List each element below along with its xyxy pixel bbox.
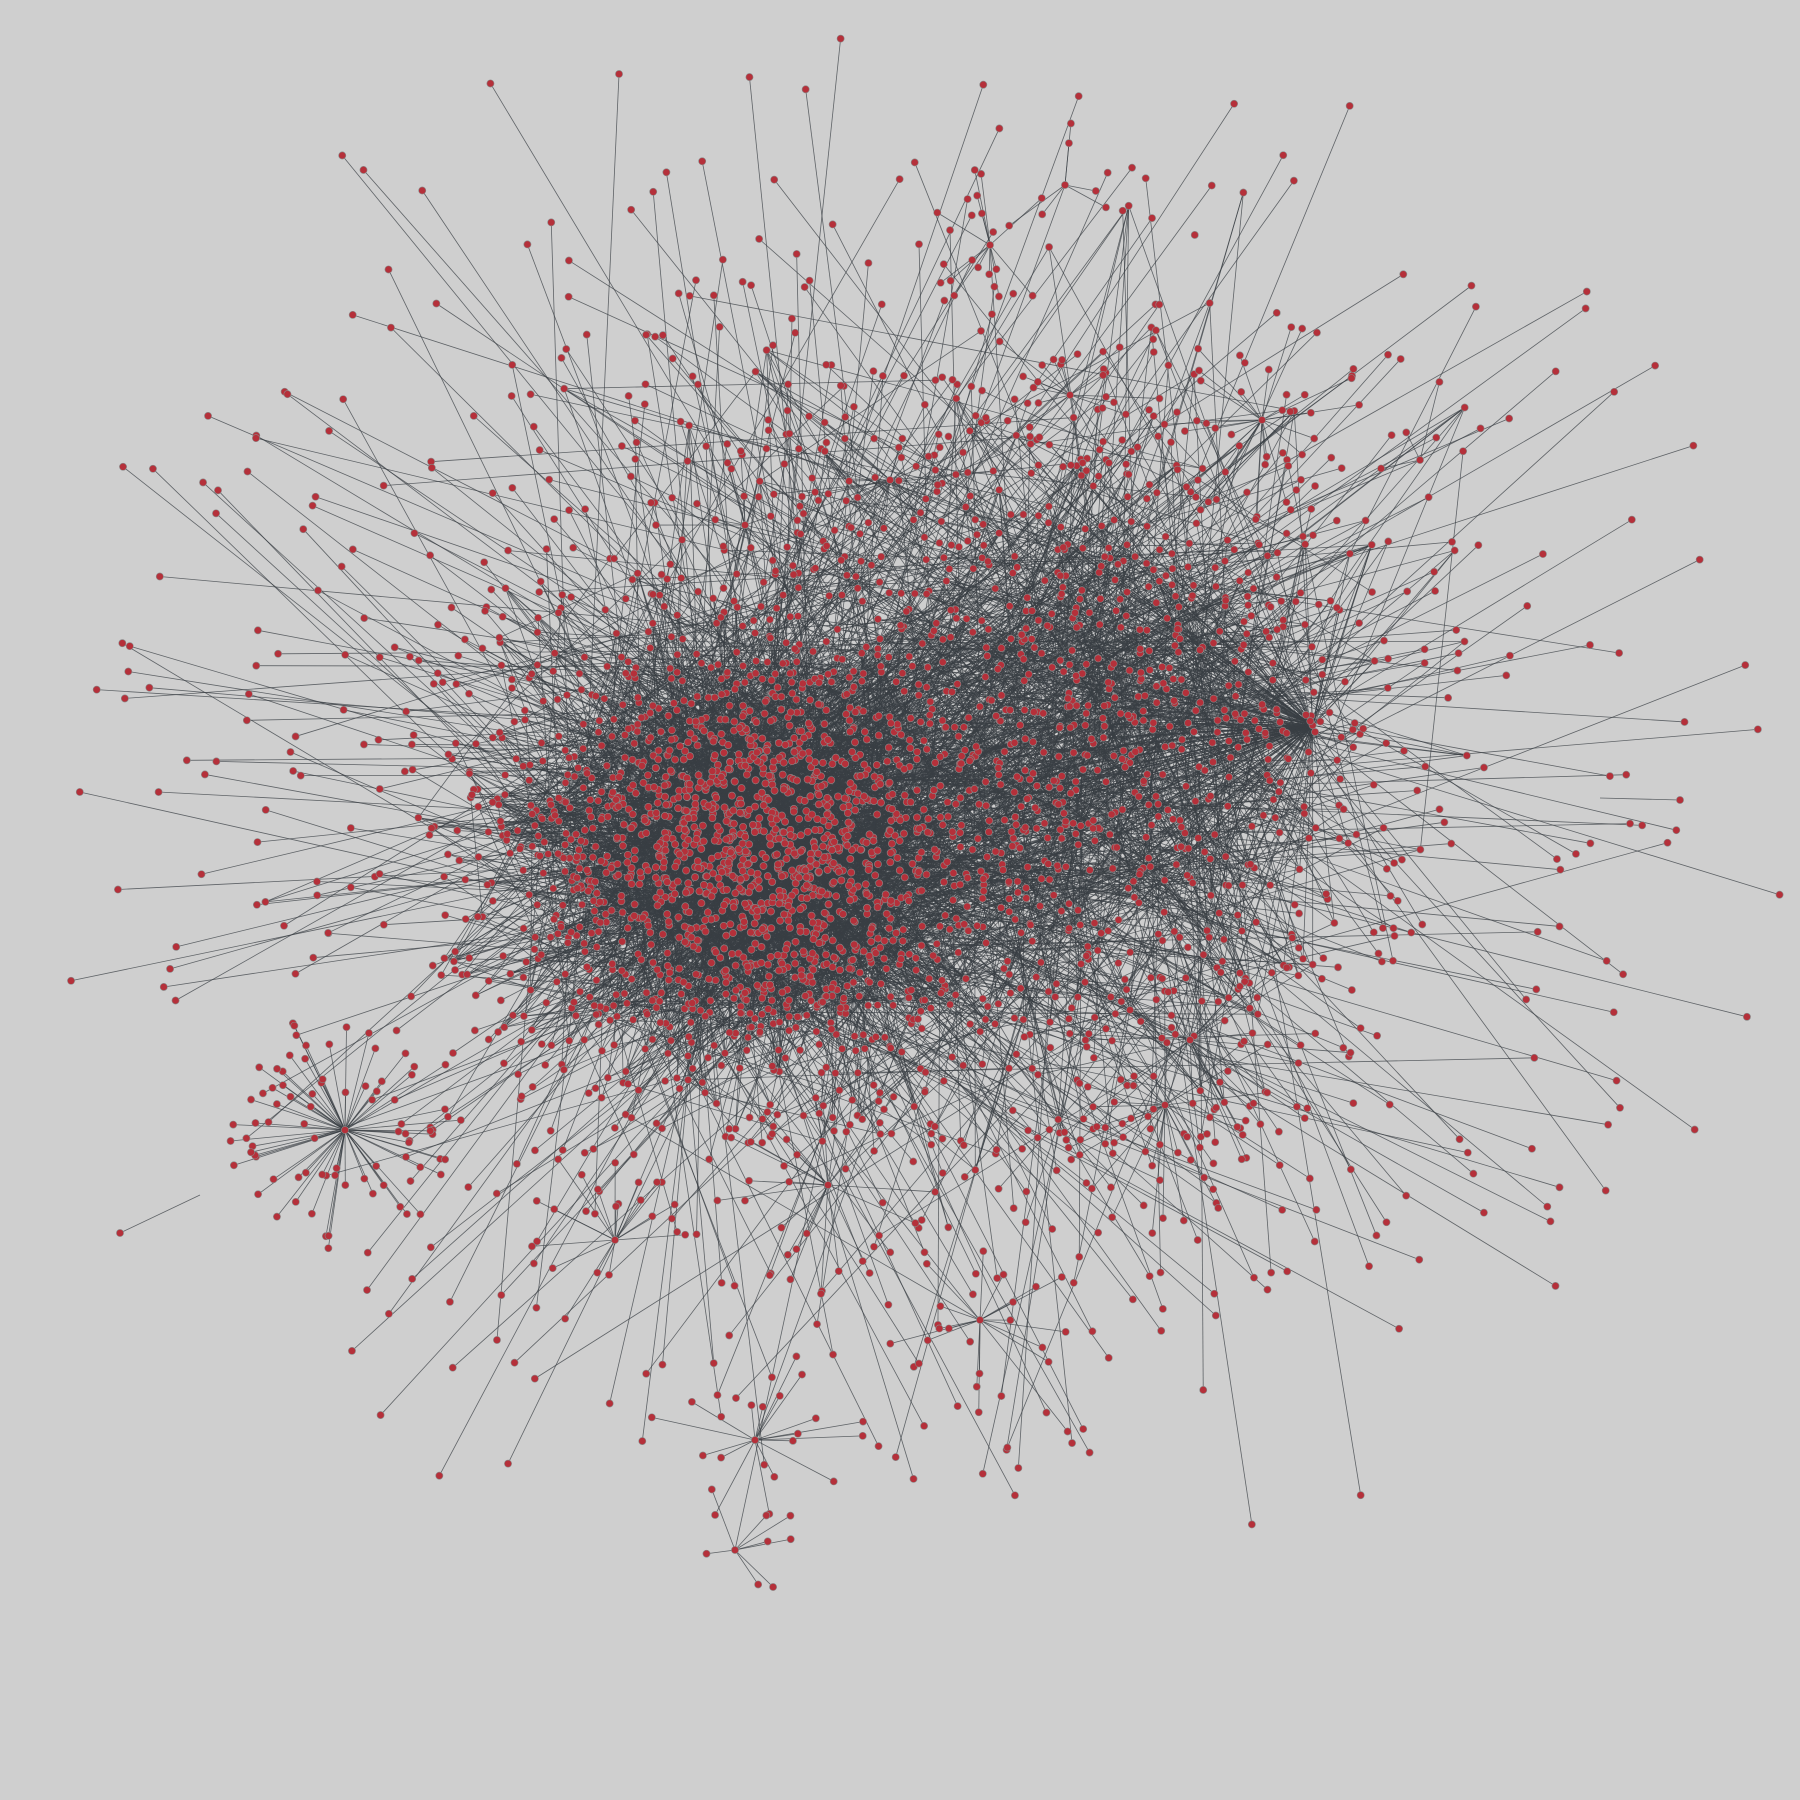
graph-edge [806, 1184, 829, 1234]
graph-edge [215, 513, 567, 834]
graph-edge [754, 1439, 770, 1515]
graph-edge [781, 1184, 829, 1228]
graph-edge [438, 865, 764, 1476]
graph-edge [626, 1002, 752, 1028]
graph-edge [1041, 184, 1066, 215]
graph-edge [250, 1129, 346, 1153]
graph-edge [276, 1068, 346, 1131]
graph-edge [637, 572, 865, 765]
graph-edge [969, 302, 1210, 432]
graph-edge [557, 1159, 616, 1241]
graph-edge [706, 1549, 736, 1555]
graph-edge [734, 1541, 768, 1551]
graph-edge [1008, 184, 1066, 226]
graph-edge [1261, 327, 1292, 421]
graph-edge [662, 1079, 689, 1365]
graph-edge [152, 468, 574, 877]
graph-edge [754, 1439, 834, 1482]
graph-edge [937, 212, 991, 246]
graph-edge [1200, 380, 1263, 421]
graph-edge [989, 197, 1043, 246]
graph-edge [787, 1184, 829, 1256]
graph-edge [536, 1200, 616, 1241]
graph-edge [1190, 105, 1351, 493]
graph-edge [953, 244, 991, 296]
graph-edge [766, 349, 1270, 747]
graph-edge [1255, 419, 1263, 520]
graph-edge [499, 646, 867, 733]
graph-edge [1251, 826, 1362, 1496]
graph-edge [749, 1027, 823, 1142]
graph-edge [1216, 419, 1263, 500]
graph-edge [714, 1439, 756, 1516]
graph-edge [344, 1066, 415, 1131]
graph-edge [302, 528, 524, 767]
graph-edge [1064, 123, 1072, 186]
graph-edge [499, 572, 638, 639]
graph-edge [1257, 725, 1314, 1015]
graph-edge [734, 1549, 774, 1588]
graph-edge [988, 244, 991, 275]
graph-edge [691, 1401, 756, 1441]
graph-edge [1064, 465, 1177, 550]
graph-edge [289, 1055, 346, 1131]
graph-edge [1155, 330, 1313, 647]
graph-edge [751, 1405, 756, 1441]
graph-edge [394, 646, 613, 737]
graph-edge [979, 1276, 1063, 1321]
graph-edge [1133, 1075, 1166, 1106]
graph-edge [773, 1028, 922, 1071]
graph-edge [527, 244, 661, 596]
graph-edge [734, 1549, 759, 1585]
graph-edge [254, 1129, 346, 1156]
graph-edge [1064, 184, 1107, 208]
graph-edge [581, 1174, 616, 1241]
graph-edge [651, 1416, 756, 1441]
graph-edge [622, 1082, 823, 1142]
graph-edge [287, 393, 760, 752]
graph-edge [561, 800, 873, 927]
graph-edge [541, 742, 614, 778]
graph-edge [1349, 306, 1477, 554]
graph-edge [1197, 348, 1263, 421]
graph-edge [976, 195, 991, 246]
